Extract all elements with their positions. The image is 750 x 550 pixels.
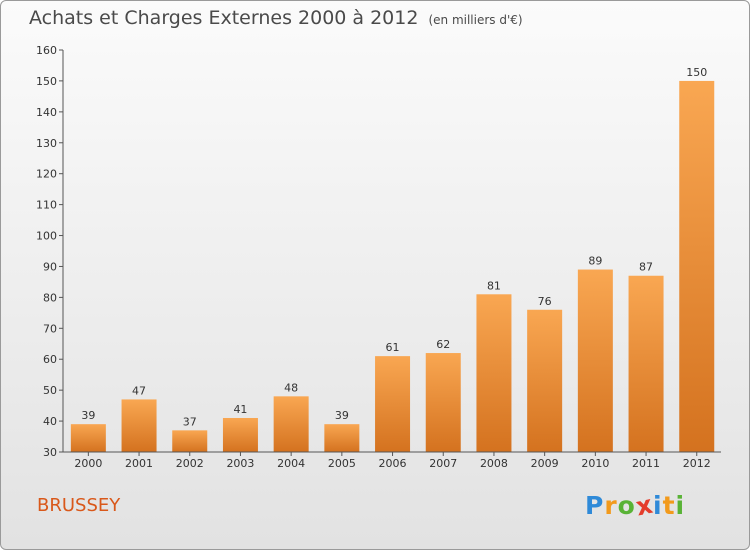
x-tick-label: 2002 — [176, 457, 204, 470]
x-tick-label: 2006 — [379, 457, 407, 470]
bar-2007 — [425, 353, 461, 452]
y-tick-label: 60 — [43, 353, 57, 366]
bar-value-label: 62 — [436, 338, 450, 351]
bar-value-label: 39 — [81, 409, 95, 422]
x-tick-label: 2012 — [683, 457, 711, 470]
logo-letter: i — [653, 491, 663, 520]
bar-2002 — [172, 430, 208, 452]
x-tick-label: 2007 — [429, 457, 457, 470]
bar-2004 — [273, 396, 309, 452]
bar-value-label: 81 — [487, 279, 501, 292]
bar-value-label: 37 — [183, 415, 197, 428]
logo-letter: t — [662, 491, 676, 520]
y-tick-label: 100 — [36, 230, 57, 243]
x-tick-label: 2009 — [531, 457, 559, 470]
bar-2003 — [222, 417, 258, 452]
y-tick-label: 50 — [43, 384, 57, 397]
logo-letter: P — [585, 491, 605, 520]
y-tick-label: 80 — [43, 291, 57, 304]
x-tick-label: 2008 — [480, 457, 508, 470]
commune-name: BRUSSEY — [37, 495, 121, 516]
bar-2001 — [121, 399, 157, 452]
bar-value-label: 47 — [132, 384, 146, 397]
x-tick-label: 2001 — [125, 457, 153, 470]
unit-note: (en milliers d'€) — [428, 13, 523, 27]
x-tick-label: 2003 — [226, 457, 254, 470]
bar-value-label: 48 — [284, 381, 298, 394]
bar-value-label: 61 — [386, 341, 400, 354]
bar-2012 — [679, 80, 715, 452]
x-tick-label: 2005 — [328, 457, 356, 470]
title-text: Achats et Charges Externes 2000 à 2012 — [29, 7, 419, 29]
bar-2008 — [476, 294, 512, 452]
bar-2011 — [628, 275, 664, 452]
y-tick-label: 30 — [43, 446, 57, 459]
bar-2009 — [527, 309, 563, 452]
y-tick-label: 40 — [43, 415, 57, 428]
y-tick-label: 130 — [36, 137, 57, 150]
bar-value-label: 150 — [686, 66, 707, 79]
bar-value-label: 39 — [335, 409, 349, 422]
logo-letter: r — [604, 491, 618, 520]
bar-value-label: 41 — [233, 403, 247, 416]
bar-2006 — [375, 356, 411, 452]
x-tick-label: 2000 — [74, 457, 102, 470]
y-tick-label: 90 — [43, 260, 57, 273]
bar-value-label: 76 — [538, 295, 552, 308]
x-tick-label: 2010 — [581, 457, 609, 470]
y-tick-label: 160 — [36, 44, 57, 57]
bar-2010 — [577, 269, 613, 452]
chart-title: Achats et Charges Externes 2000 à 2012 (e… — [29, 7, 523, 29]
y-tick-label: 150 — [36, 75, 57, 88]
y-tick-label: 110 — [36, 199, 57, 212]
y-tick-label: 140 — [36, 106, 57, 119]
bar-value-label: 87 — [639, 261, 653, 274]
x-tick-label: 2011 — [632, 457, 660, 470]
bar-2005 — [324, 424, 360, 452]
bar-2000 — [70, 424, 106, 452]
logo-letter: i — [675, 491, 686, 520]
y-tick-label: 70 — [43, 322, 57, 335]
proxiti-logo[interactable]: Proxiti — [585, 490, 686, 522]
y-tick-label: 120 — [36, 168, 57, 181]
logo-letter: o — [617, 491, 636, 520]
bar-value-label: 89 — [588, 255, 602, 268]
x-tick-label: 2004 — [277, 457, 305, 470]
